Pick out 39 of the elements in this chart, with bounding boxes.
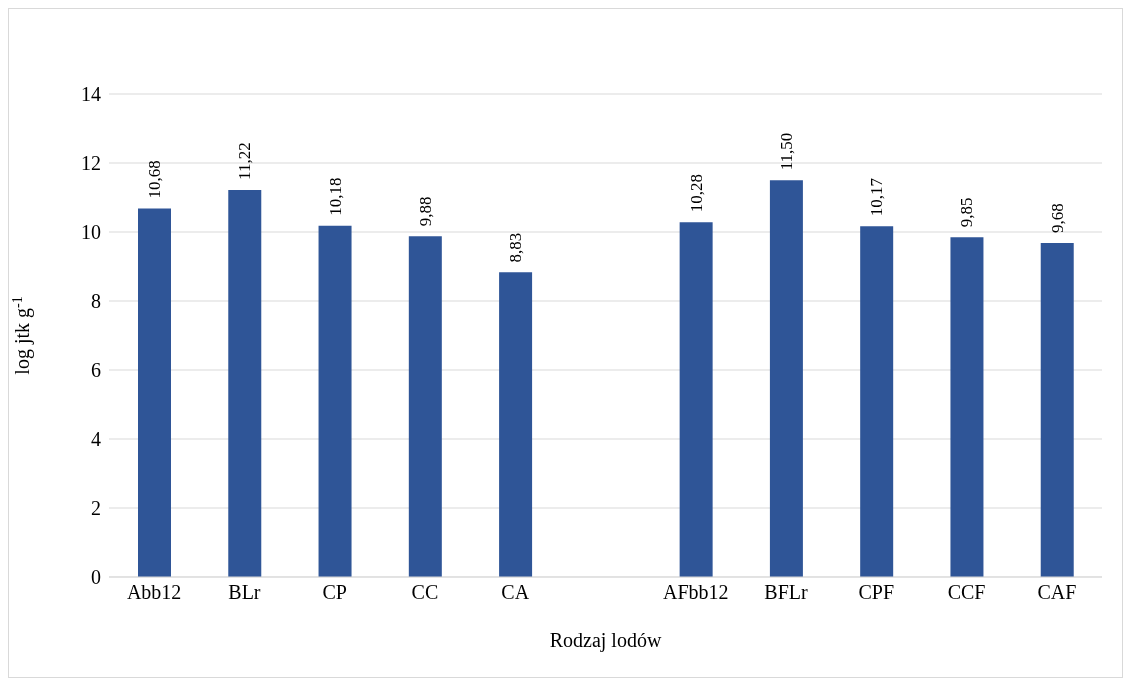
x-tick-label: BLr (228, 581, 261, 604)
x-tick-label: CCF (947, 581, 986, 604)
y-tick-label: 12 (81, 152, 101, 175)
x-tick-label: CP (322, 581, 347, 604)
bar (950, 237, 984, 577)
bar (860, 226, 894, 577)
data-label: 10,68 (145, 160, 164, 199)
bar (408, 236, 442, 577)
x-tick-label: CA (501, 581, 530, 604)
data-label: 9,68 (1047, 203, 1067, 234)
data-label: 10,17 (867, 177, 887, 217)
data-label: 9,85 (957, 197, 977, 228)
x-axis-title: Rodzaj lodów (549, 629, 662, 652)
x-tick-label: AFbb12 (662, 581, 729, 604)
y-tick-label: 10 (81, 221, 101, 244)
data-label: 10,28 (686, 174, 706, 213)
x-tick-label: CAF (1037, 581, 1077, 604)
bar (499, 272, 533, 577)
bar (228, 189, 262, 577)
bar (138, 208, 171, 577)
y-tick-label: 6 (91, 359, 101, 382)
data-label: 9,88 (415, 196, 435, 227)
data-label: 10,18 (325, 177, 345, 216)
bar (318, 225, 352, 577)
x-tick-label: Abb12 (126, 581, 182, 604)
x-tick-label: CPF (858, 581, 895, 604)
data-label: 11,50 (776, 132, 796, 171)
x-tick-label: BFLr (764, 581, 809, 604)
data-label: 11,22 (235, 142, 255, 180)
y-tick-label: 0 (91, 566, 101, 589)
y-tick-label: 2 (91, 497, 101, 520)
x-tick-label: CC (411, 581, 439, 604)
bar (769, 180, 803, 577)
bar (1040, 243, 1074, 577)
bar (679, 222, 713, 577)
y-tick-label: 14 (81, 83, 101, 106)
data-label: 8,83 (506, 232, 526, 263)
y-tick-label: 8 (91, 290, 101, 313)
y-tick-label: 4 (91, 428, 101, 451)
